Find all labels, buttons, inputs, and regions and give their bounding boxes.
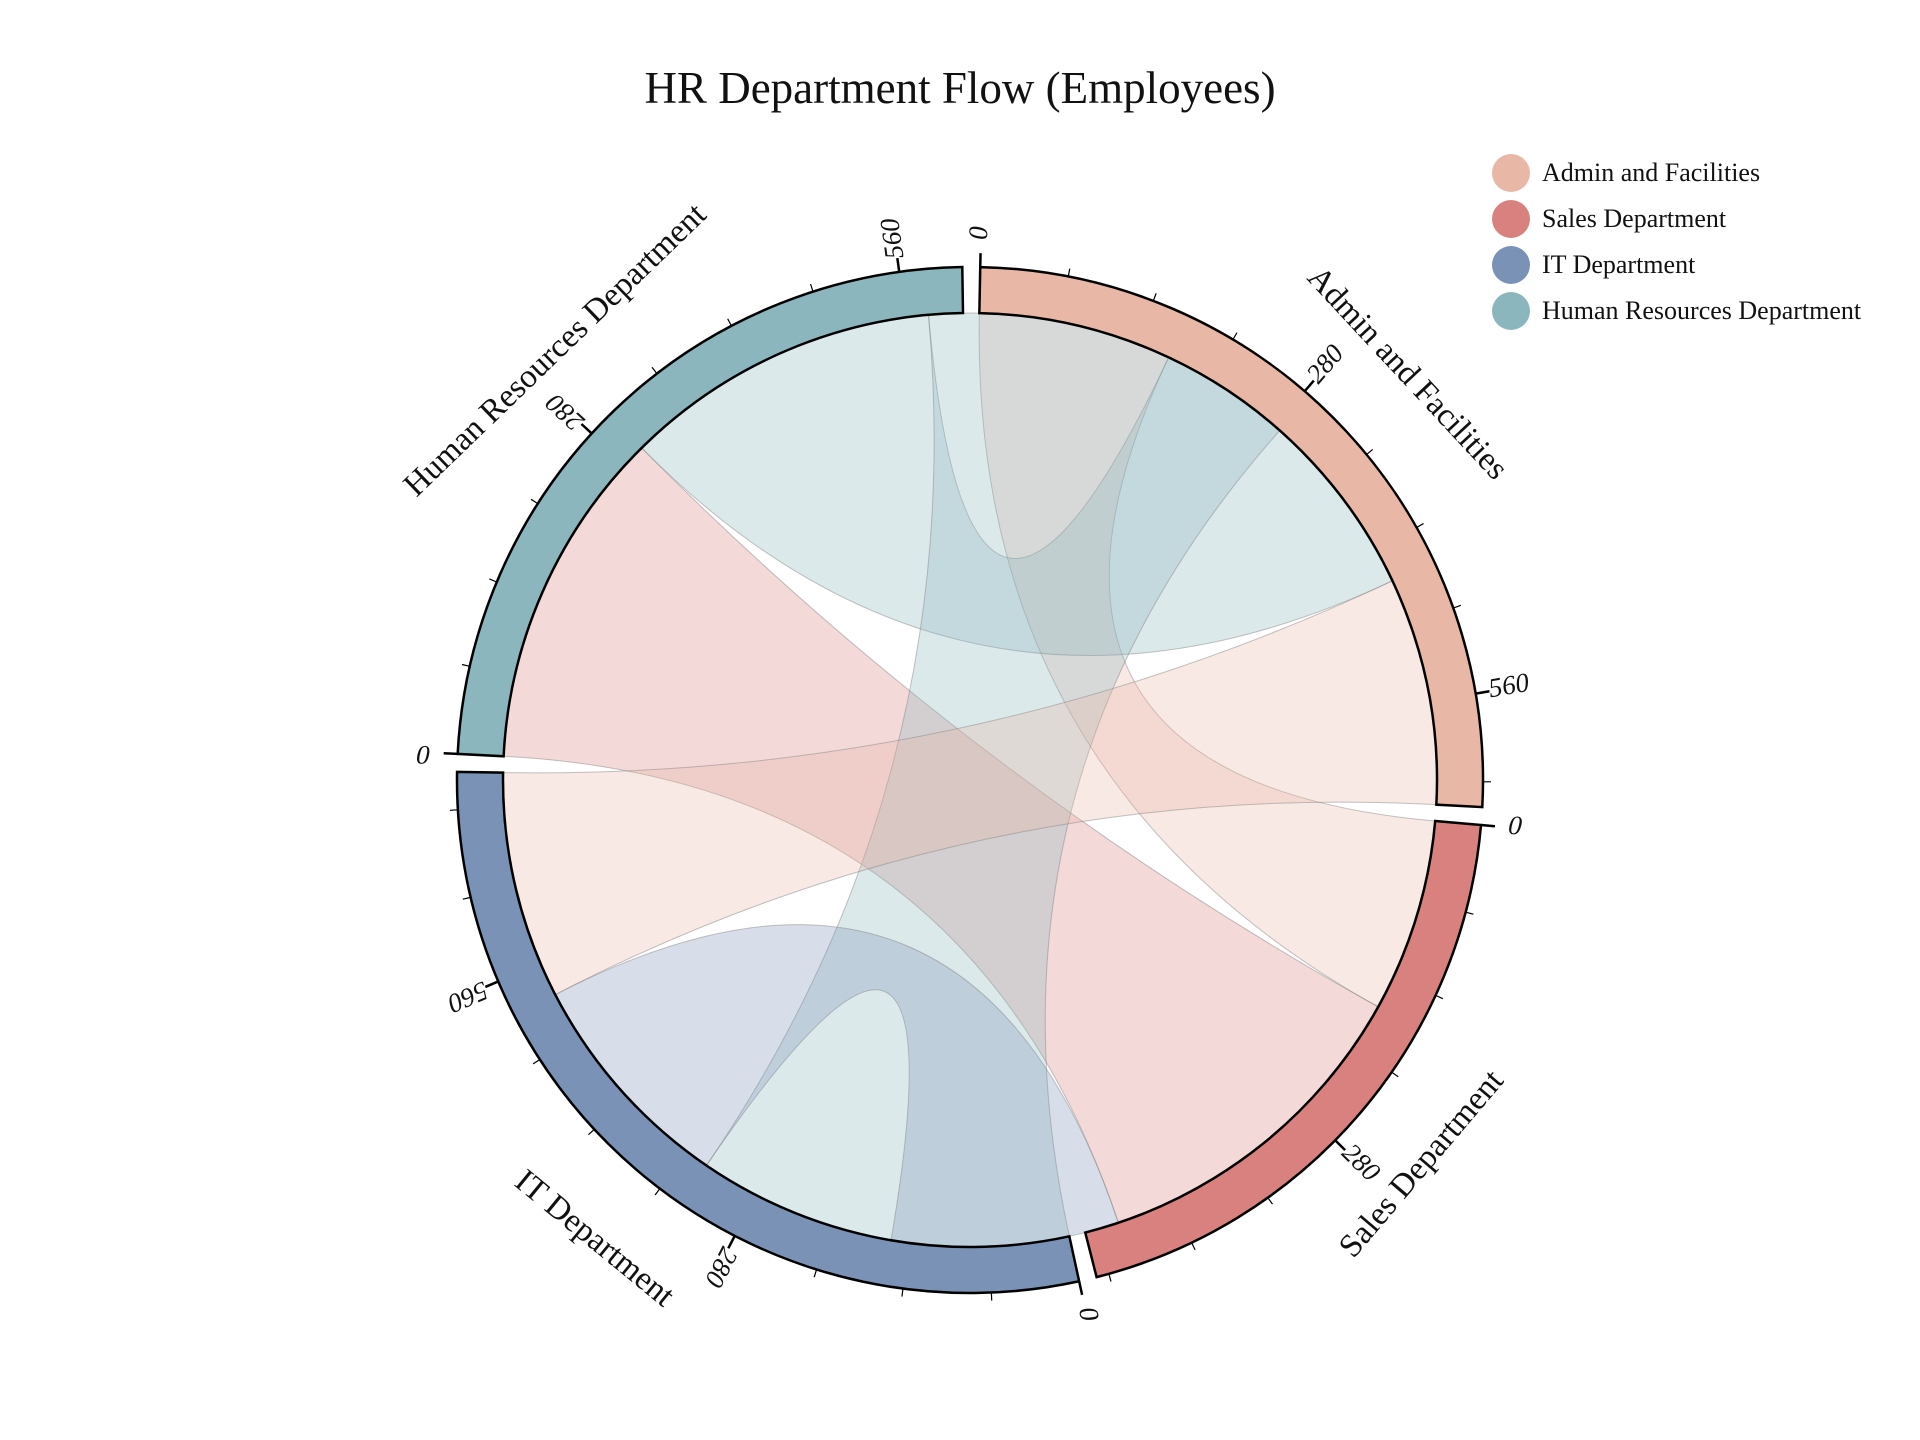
legend-label: Human Resources Department <box>1542 296 1862 325</box>
tick-label: 0 <box>1073 1304 1105 1324</box>
legend-swatch <box>1492 292 1530 330</box>
minor-tick <box>1108 1273 1112 1282</box>
arc-human-resources-department <box>456 265 965 758</box>
minor-tick <box>1366 448 1374 455</box>
minor-tick <box>1067 268 1071 277</box>
legend-swatch <box>1492 200 1530 238</box>
major-tick <box>1480 823 1496 828</box>
arc-sales-department <box>1083 819 1483 1279</box>
minor-tick <box>1435 994 1444 1000</box>
minor-tick <box>654 1188 661 1196</box>
major-tick <box>1475 690 1490 695</box>
minor-tick <box>1267 1197 1273 1205</box>
legend: Admin and Facilities Sales Department IT D… <box>1492 150 1861 334</box>
arcs-layer <box>455 265 1485 1295</box>
tick-label: 560 <box>443 976 492 1020</box>
minor-tick <box>1465 911 1474 915</box>
minor-tick <box>1416 523 1424 529</box>
minor-tick <box>809 283 814 292</box>
minor-tick <box>532 1059 541 1065</box>
tick-label: 280 <box>699 1242 744 1292</box>
ribbons-layer <box>502 312 1438 1248</box>
minor-tick <box>727 318 732 327</box>
tick-label: 560 <box>874 216 909 261</box>
minor-tick <box>1232 332 1238 340</box>
major-tick <box>1334 1139 1347 1152</box>
legend-item[interactable]: Human Resources Department <box>1492 288 1861 334</box>
minor-tick <box>901 1288 904 1297</box>
minor-tick <box>588 1128 595 1136</box>
legend-item[interactable]: IT Department <box>1492 242 1861 288</box>
minor-tick <box>1391 1071 1399 1078</box>
minor-tick <box>813 1269 818 1278</box>
legend-swatch <box>1492 246 1530 284</box>
legend-label: IT Department <box>1542 250 1696 279</box>
tick-label: 280 <box>1336 1137 1386 1187</box>
major-tick <box>896 257 901 273</box>
minor-tick <box>462 896 471 900</box>
arc-it-department <box>455 770 1081 1295</box>
legend-item[interactable]: Admin and Facilities <box>1492 150 1861 196</box>
major-tick <box>1077 1280 1084 1296</box>
major-tick <box>1303 379 1315 393</box>
legend-label: Admin and Facilities <box>1542 158 1761 187</box>
tick-label: 0 <box>416 740 432 771</box>
minor-tick <box>461 663 470 667</box>
minor-tick <box>1453 604 1462 609</box>
minor-tick <box>1152 293 1157 302</box>
minor-tick <box>1191 1242 1196 1251</box>
major-tick <box>580 423 593 435</box>
major-tick <box>727 1235 736 1249</box>
legend-label: Sales Department <box>1542 204 1727 233</box>
chart-title: HR Department Flow (Employees) <box>644 63 1276 113</box>
minor-tick <box>489 578 497 583</box>
tick-label: 280 <box>539 387 589 437</box>
major-tick <box>484 980 499 989</box>
legend-swatch <box>1492 154 1530 192</box>
arc-admin-and-facilities <box>978 265 1485 809</box>
tick-label: 0 <box>963 226 993 241</box>
tick-label: 0 <box>1507 810 1524 841</box>
tick-label: 280 <box>1300 338 1349 389</box>
legend-item[interactable]: Sales Department <box>1492 196 1861 242</box>
minor-tick <box>530 498 539 505</box>
tick-label: 560 <box>1486 667 1531 703</box>
major-tick <box>443 751 458 756</box>
minor-tick <box>651 366 658 374</box>
